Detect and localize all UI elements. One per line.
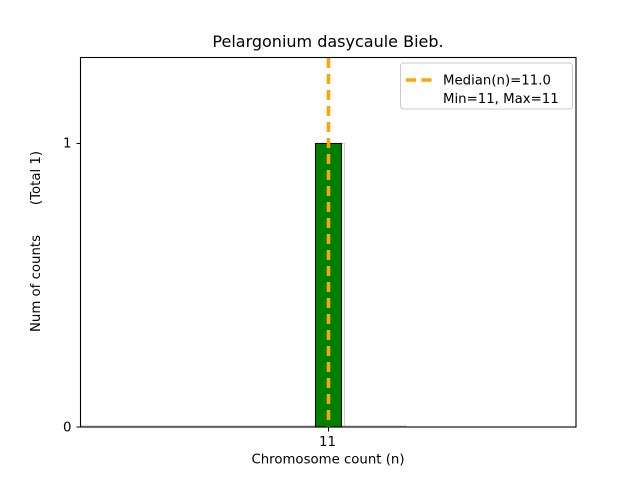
legend-box: [400, 62, 573, 110]
x-tick-label-11: 11: [319, 435, 336, 450]
legend: Median(n)=11.0 Min=11, Max=11: [400, 62, 573, 110]
chart-title: Pelargonium dasycaule Bieb.: [212, 32, 443, 51]
y-tick-label-1: 1: [63, 137, 71, 152]
legend-median-label: Median(n)=11.0: [443, 74, 551, 89]
plot-border: [79, 56, 577, 428]
y-axis-label-total: (Total 1): [29, 151, 44, 205]
y-tick-label-0: 0: [63, 421, 71, 436]
x-axis-label: Chromosome count (n): [251, 453, 404, 468]
y-axis-label-main: Num of counts: [29, 235, 44, 332]
legend-minmax-label: Min=11, Max=11: [443, 92, 559, 107]
